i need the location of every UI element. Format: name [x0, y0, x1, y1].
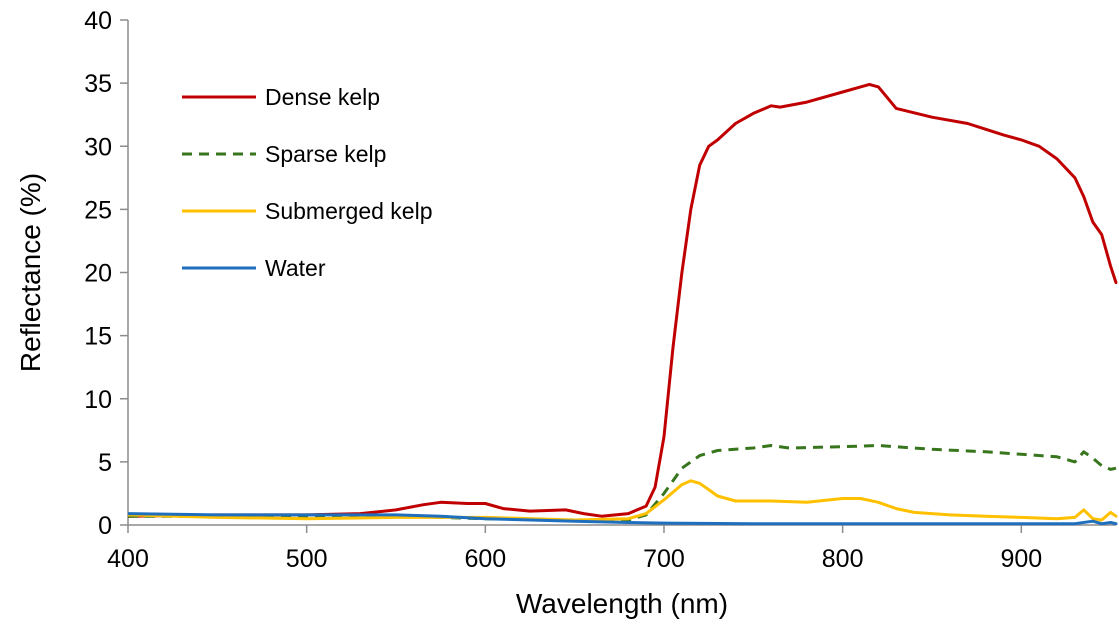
- x-tick-label: 700: [643, 545, 685, 573]
- y-tick-label: 20: [84, 260, 112, 288]
- y-tick-label: 5: [98, 449, 112, 477]
- y-tick-label: 35: [84, 70, 112, 98]
- legend-label: Submerged kelp: [265, 198, 433, 224]
- series-line-sparse-kelp: [128, 444, 1117, 522]
- y-tick-label: 40: [84, 7, 112, 35]
- x-axis-ticks: 400 500 600 700 800 900: [107, 525, 1042, 573]
- x-tick-label: 900: [1000, 545, 1042, 573]
- legend-label: Dense kelp: [265, 84, 380, 110]
- legend-item: Dense kelp: [182, 84, 380, 110]
- x-tick-label: 400: [107, 545, 149, 573]
- y-tick-label: 30: [84, 133, 112, 161]
- series-line-submerged-kelp: [128, 479, 1118, 522]
- x-axis-title: Wavelength (nm): [516, 588, 728, 619]
- series-layer: [128, 82, 1118, 526]
- legend-item: Water: [182, 255, 326, 281]
- legend: Dense kelp Sparse kelp Submerged kelp Water: [182, 84, 433, 281]
- axes: 400 500 600 700 800 900 0 5 10 15 20 25 30 35 40: [84, 7, 1116, 573]
- x-tick-label: 500: [286, 545, 328, 573]
- legend-label: Water: [265, 255, 326, 281]
- y-axis-ticks: 0 5 10 15 20 25 30 35 40: [84, 7, 128, 540]
- legend-label: Sparse kelp: [265, 141, 386, 167]
- legend-item: Sparse kelp: [182, 141, 386, 167]
- y-tick-label: 25: [84, 196, 112, 224]
- y-axis-title: Reflectance (%): [15, 173, 46, 372]
- series-line-water: [128, 512, 1118, 526]
- x-tick-label: 800: [822, 545, 864, 573]
- legend-item: Submerged kelp: [182, 198, 433, 224]
- y-tick-label: 15: [84, 323, 112, 351]
- y-tick-label: 10: [84, 386, 112, 414]
- series-line-dense-kelp: [128, 82, 1118, 518]
- y-tick-label: 0: [98, 512, 112, 540]
- x-tick-label: 600: [464, 545, 506, 573]
